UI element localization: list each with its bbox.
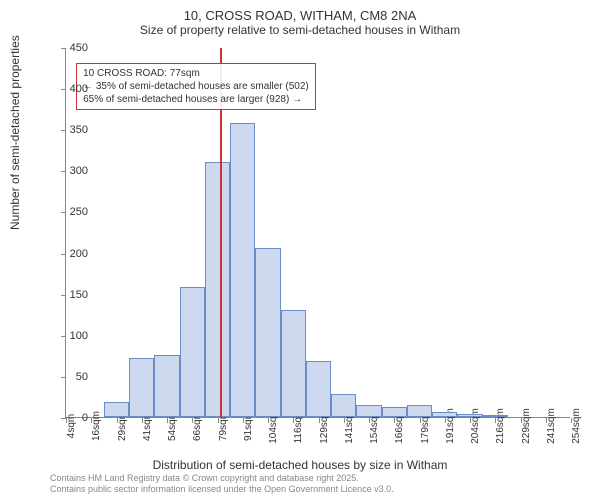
x-tick-mark [319,418,320,423]
x-tick-mark [470,418,471,423]
y-tick-label: 150 [58,289,88,301]
histogram-bar [382,407,407,417]
histogram-bar [432,412,457,417]
x-tick-mark [394,418,395,423]
plot-area: 4sqm16sqm29sqm41sqm54sqm66sqm79sqm91sqm1… [65,48,570,418]
x-tick-mark [117,418,118,423]
histogram-bar [230,123,255,417]
histogram-bar [104,402,129,417]
x-tick-mark [571,418,572,423]
x-tick-mark [218,418,219,423]
annotation-line: ← 35% of semi-detached houses are smalle… [83,80,309,93]
x-tick-mark [142,418,143,423]
x-tick-label: 254sqm [571,408,582,444]
y-tick-label: 400 [58,83,88,95]
x-tick-mark [369,418,370,423]
histogram-bar [180,287,205,417]
x-axis-label: Distribution of semi-detached houses by … [0,458,600,472]
x-tick-mark [192,418,193,423]
x-tick-mark [293,418,294,423]
y-tick-label: 0 [58,412,88,424]
y-tick-label: 100 [58,330,88,342]
y-tick-label: 450 [58,42,88,54]
y-tick-label: 350 [58,124,88,136]
histogram-bar [483,415,508,417]
y-tick-label: 200 [58,248,88,260]
x-tick-mark [546,418,547,423]
footer-line1: Contains HM Land Registry data © Crown c… [50,473,394,485]
histogram-bar [129,358,154,417]
histogram-bar [331,394,356,417]
histogram-bar [255,248,280,417]
histogram-bar [306,361,331,417]
x-tick-mark [344,418,345,423]
x-tick-mark [91,418,92,423]
x-tick-mark [495,418,496,423]
histogram-bar [205,162,230,417]
y-tick-label: 50 [58,371,88,383]
annotation-line: 10 CROSS ROAD: 77sqm [83,67,309,80]
x-tick-label: 216sqm [495,408,506,444]
x-tick-label: 16sqm [91,411,102,441]
histogram-bar [154,355,179,417]
x-tick-mark [420,418,421,423]
x-tick-label: 241sqm [546,408,557,444]
x-tick-mark [243,418,244,423]
x-tick-label: 229sqm [521,408,532,444]
y-tick-label: 250 [58,206,88,218]
chart-title-block: 10, CROSS ROAD, WITHAM, CM8 2NA Size of … [0,0,600,41]
footer-line2: Contains public sector information licen… [50,484,394,496]
x-tick-mark [445,418,446,423]
annotation-line: 65% of semi-detached houses are larger (… [83,93,309,106]
y-tick-label: 300 [58,165,88,177]
histogram-bar [281,310,306,417]
x-tick-mark [167,418,168,423]
title-subtitle: Size of property relative to semi-detach… [0,23,600,37]
x-tick-mark [268,418,269,423]
histogram-bar [356,405,381,417]
histogram-bar [457,414,482,417]
histogram-bar [407,405,432,417]
annotation-box: 10 CROSS ROAD: 77sqm← 35% of semi-detach… [76,63,316,110]
x-tick-mark [521,418,522,423]
chart-area: 4sqm16sqm29sqm41sqm54sqm66sqm79sqm91sqm1… [65,48,570,418]
y-axis-label: Number of semi-detached properties [8,35,22,230]
title-address: 10, CROSS ROAD, WITHAM, CM8 2NA [0,8,600,23]
footer-attribution: Contains HM Land Registry data © Crown c… [50,473,394,496]
